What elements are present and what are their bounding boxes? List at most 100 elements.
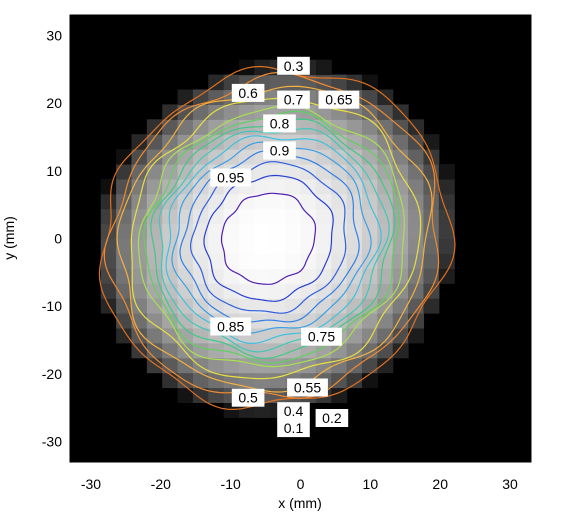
heatmap-cell xyxy=(438,178,455,195)
heatmap-cell xyxy=(269,283,286,299)
heatmap-cell xyxy=(100,283,117,299)
heatmap-cell xyxy=(269,74,286,91)
heatmap-cell xyxy=(361,238,378,254)
heatmap-cell xyxy=(423,238,440,254)
contour-label-text: 0.3 xyxy=(284,58,304,74)
heatmap-cell xyxy=(377,253,394,269)
contour-label-box xyxy=(263,141,296,160)
heatmap-cell xyxy=(361,223,378,240)
heatmap-cell xyxy=(131,164,148,180)
heatmap-cell xyxy=(315,149,332,165)
heatmap-cell xyxy=(208,298,225,314)
heatmap-cell xyxy=(162,357,179,374)
contour-label-box xyxy=(263,114,296,133)
heatmap-cell xyxy=(239,104,255,120)
y-tick-label: 0 xyxy=(54,231,62,247)
heatmap-cell xyxy=(208,208,225,225)
contour-label: 0.9 xyxy=(263,141,296,160)
heatmap-cell xyxy=(100,253,117,269)
heatmap-cell xyxy=(146,238,163,254)
heatmap-cell xyxy=(192,223,209,240)
heatmap-cell xyxy=(361,134,378,150)
heatmap-cell xyxy=(254,253,271,269)
contour-label-box xyxy=(210,168,252,187)
heatmap-cell xyxy=(116,164,133,180)
heatmap-cell xyxy=(361,372,378,389)
heatmap-cell xyxy=(315,298,332,314)
heatmap-cell xyxy=(146,342,163,359)
heatmap-cell xyxy=(223,208,240,225)
contour-label-text: 0.9 xyxy=(270,143,290,159)
heatmap-cell xyxy=(239,149,255,165)
contour-line-0.9 xyxy=(203,174,334,302)
contour-label-box xyxy=(210,317,252,336)
y-tick-label: 10 xyxy=(46,163,62,179)
heatmap-cell xyxy=(269,253,286,269)
heatmap-cell xyxy=(285,74,302,91)
heatmap-cell xyxy=(239,253,255,269)
heatmap-cell xyxy=(192,283,209,299)
heatmap-cell xyxy=(408,149,425,165)
heatmap-cell xyxy=(254,193,271,210)
heatmap-cell xyxy=(254,59,271,76)
heatmap-cell xyxy=(331,193,348,210)
heatmap-cell xyxy=(438,208,455,225)
heatmap-cell xyxy=(208,238,225,254)
heatmap-cell xyxy=(285,357,302,374)
heatmap-cell xyxy=(285,298,302,314)
heatmap-cell xyxy=(162,342,179,359)
x-axis-title: x (mm) xyxy=(278,495,322,511)
y-tick-label: 20 xyxy=(46,95,62,111)
heatmap-cell xyxy=(146,313,163,329)
contour-label: 0.3 xyxy=(277,56,310,75)
heatmap-cell xyxy=(146,268,163,284)
heatmap-cell xyxy=(331,178,348,195)
heatmap-cell xyxy=(100,193,117,210)
heatmap-cell xyxy=(300,193,317,210)
heatmap-cell xyxy=(223,223,240,240)
heatmap-cell xyxy=(408,164,425,180)
heatmap-cell xyxy=(408,313,425,329)
heatmap-cell xyxy=(408,283,425,299)
heatmap-cell xyxy=(208,74,225,91)
contour-label-text: 0.1 xyxy=(284,420,304,436)
heatmap-cell xyxy=(361,357,378,374)
contour-label: 0.1 xyxy=(277,419,310,438)
heatmap-cell xyxy=(116,223,133,240)
heatmap-cell xyxy=(392,178,409,195)
heatmap-cell xyxy=(300,74,317,91)
heatmap-cell xyxy=(223,193,240,210)
heatmap-cell xyxy=(331,253,348,269)
heatmap-cell xyxy=(408,238,425,254)
heatmap-cell xyxy=(131,327,148,344)
heatmap-cell xyxy=(438,223,455,240)
contour-label-text: 0.65 xyxy=(325,92,352,108)
heatmap-cell xyxy=(254,283,271,299)
heatmap-cell xyxy=(331,268,348,284)
heatmap-cell xyxy=(285,223,302,240)
heatmap-cell xyxy=(239,208,255,225)
y-axis: -30 -20 -10 0 10 20 30 xyxy=(42,27,531,450)
heatmap-cell xyxy=(331,119,348,135)
contour-label: 0.5 xyxy=(231,388,265,407)
heatmap-cell xyxy=(392,238,409,254)
heatmap-cell xyxy=(331,149,348,165)
heatmap-cell xyxy=(331,238,348,254)
contour-label-box xyxy=(277,56,310,75)
heatmap-cell xyxy=(223,238,240,254)
heatmap-cell xyxy=(300,298,317,314)
heatmap-cell xyxy=(177,283,194,299)
heatmap-cell xyxy=(100,178,117,195)
heatmap-cell xyxy=(269,238,286,254)
heatmap-cell xyxy=(361,193,378,210)
heatmap-cell xyxy=(192,268,209,284)
heatmap-cell xyxy=(392,193,409,210)
heatmap-cell xyxy=(315,178,332,195)
heatmap-cell xyxy=(392,327,409,344)
heatmap-cell xyxy=(408,119,425,135)
heatmap-cell xyxy=(315,238,332,254)
heatmap-cell xyxy=(239,223,255,240)
heatmap-cell xyxy=(177,149,194,165)
contour-label-box xyxy=(301,327,342,346)
contour-label: 0.2 xyxy=(315,409,349,427)
